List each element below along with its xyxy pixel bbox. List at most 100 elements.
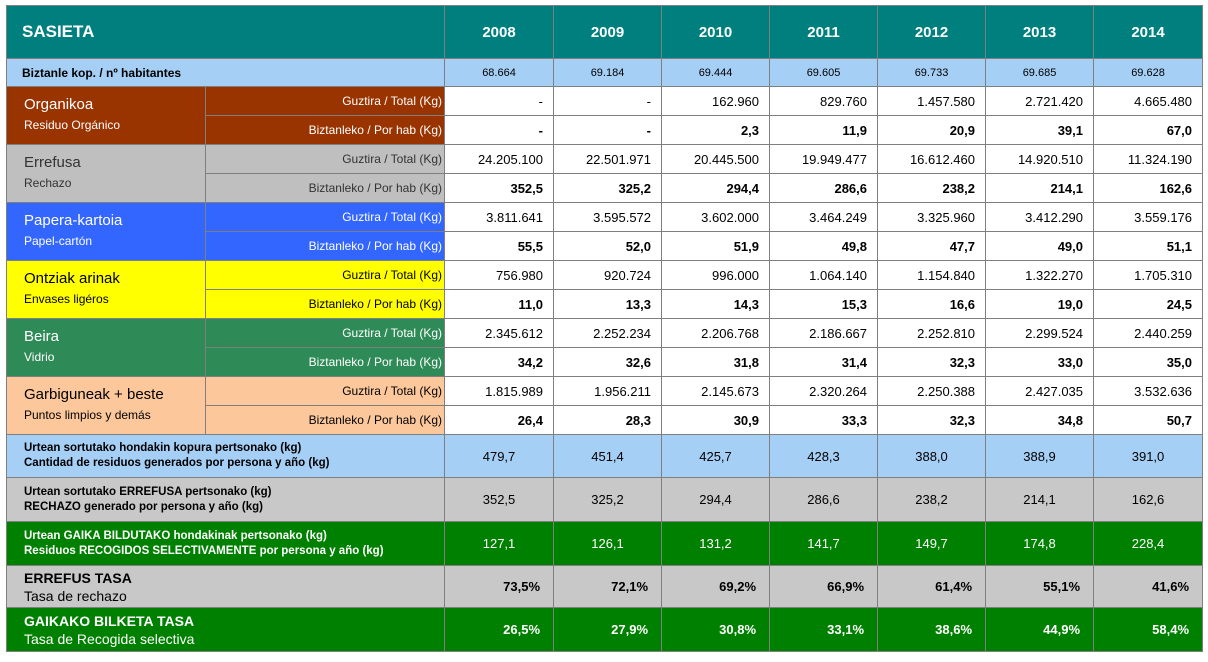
per-hab-label: Biztanleko / Por hab (Kg) — [204, 231, 446, 261]
category-name-es: Puntos limpios y demás — [24, 408, 151, 422]
population-value: 68.664 — [444, 58, 555, 87]
total-value: 2.250.388 — [877, 376, 987, 406]
papera-perhab-row: Biztanleko / Por hab (Kg) 55,5 52,0 51,9… — [7, 231, 1204, 261]
summary-label: Urtean GAIKA BILDUTAKO hondakinak pertso… — [5, 521, 446, 566]
population-value: 69.628 — [1093, 58, 1204, 87]
header-row: SASIETA 2008 2009 2010 2011 2012 2013 20… — [5, 5, 1204, 59]
population-row: Biztanle kop. / nº habitantes 68.664 69.… — [5, 58, 1204, 87]
summary-value: 238,2 — [877, 477, 987, 522]
summary-value: 286,6 — [769, 477, 879, 522]
summary-value: 131,2 — [661, 521, 771, 566]
year-header: 2010 — [661, 5, 771, 59]
per-hab-value: 15,3 — [769, 289, 879, 319]
summary-value: 325,2 — [553, 477, 663, 522]
total-label: Guztira / Total (Kg) — [204, 144, 446, 174]
category-beira: Beira Vidrio — [6, 318, 206, 377]
category-papera-kartoia: Papera-kartoia Papel-cartón — [6, 202, 206, 261]
per-hab-value: 31,8 — [661, 347, 771, 377]
rate-value: 33,1% — [769, 607, 879, 652]
rate-value: 26,5% — [444, 607, 555, 652]
total-value: 24.205.100 — [444, 144, 555, 174]
total-value: 3.412.290 — [985, 202, 1095, 232]
rate-value: 61,4% — [877, 565, 987, 608]
population-value: 69.605 — [769, 58, 879, 87]
population-label: Biztanle kop. / nº habitantes — [5, 58, 446, 87]
category-name: Ontziak arinak — [24, 270, 120, 287]
summary-value: 174,8 — [985, 521, 1095, 566]
summary-value: 228,4 — [1093, 521, 1204, 566]
rate-value: 55,1% — [985, 565, 1095, 608]
summary-label-es: Residuos RECOGIDOS SELECTIVAMENTE por pe… — [24, 544, 384, 557]
errefusa-total-row: Errefusa Rechazo Guztira / Total (Kg) 24… — [6, 144, 1204, 203]
total-value: 756.980 — [444, 260, 555, 290]
category-name-es: Rechazo — [24, 176, 72, 190]
category-name: Organikoa — [24, 96, 94, 113]
category-organikoa: Organikoa Residuo Orgánico — [6, 86, 206, 145]
total-value: 3.464.249 — [769, 202, 879, 232]
summary-label-es: RECHAZO generado por persona y año (kg) — [24, 500, 263, 513]
summary-value: 127,1 — [444, 521, 555, 566]
total-value: 3.602.000 — [661, 202, 771, 232]
category-name: Beira — [24, 328, 60, 345]
category-errefusa: Errefusa Rechazo — [6, 144, 206, 203]
papera-total-row: Papera-kartoia Papel-cartón Guztira / To… — [6, 202, 1204, 261]
category-name-es: Envases ligéros — [24, 292, 109, 306]
per-hab-value: 32,3 — [877, 347, 987, 377]
year-header: 2008 — [444, 5, 555, 59]
total-value: 2.320.264 — [769, 376, 879, 406]
per-hab-value: 51,1 — [1093, 231, 1204, 261]
total-value: 2.252.234 — [553, 318, 663, 348]
total-value: 829.760 — [769, 86, 879, 116]
year-header: 2009 — [553, 5, 663, 59]
summary-selective-row: Urtean GAIKA BILDUTAKO hondakinak pertso… — [5, 521, 1204, 566]
category-ontziak-arinak: Ontziak arinak Envases ligéros — [6, 260, 206, 319]
summary-label: Urtean sortutako hondakin kopura pertson… — [5, 434, 446, 478]
population-value: 69.733 — [877, 58, 987, 87]
total-value: 14.920.510 — [985, 144, 1095, 174]
per-hab-value: 238,2 — [877, 173, 987, 203]
summary-label-eu: Urtean GAIKA BILDUTAKO hondakinak pertso… — [24, 529, 327, 542]
per-hab-value: - — [444, 115, 555, 145]
per-hab-value: - — [553, 115, 663, 145]
population-value: 69.184 — [553, 58, 663, 87]
total-value: 1.956.211 — [553, 376, 663, 406]
per-hab-label: Biztanleko / Por hab (Kg) — [204, 347, 446, 377]
per-hab-value: 34,8 — [985, 405, 1095, 435]
total-value: 1.064.140 — [769, 260, 879, 290]
beira-total-row: Beira Vidrio Guztira / Total (Kg) 2.345.… — [6, 318, 1204, 377]
total-label: Guztira / Total (Kg) — [204, 376, 446, 406]
summary-label-eu: Urtean sortutako hondakin kopura pertson… — [24, 442, 302, 454]
per-hab-value: 11,0 — [444, 289, 555, 319]
rate-value: 38,6% — [877, 607, 987, 652]
per-hab-value: 50,7 — [1093, 405, 1204, 435]
total-label: Guztira / Total (Kg) — [204, 318, 446, 348]
population-value: 69.444 — [661, 58, 771, 87]
total-value: 11.324.190 — [1093, 144, 1204, 174]
summary-value: 214,1 — [985, 477, 1095, 522]
category-name-es: Residuo Orgánico — [24, 118, 121, 132]
summary-total-row: Urtean sortutako hondakin kopura pertson… — [5, 434, 1204, 478]
per-hab-value: 35,0 — [1093, 347, 1204, 377]
organikoa-total-row: Organikoa Residuo Orgánico Guztira / Tot… — [6, 86, 1204, 145]
summary-value: 451,4 — [553, 434, 663, 478]
per-hab-value: 34,2 — [444, 347, 555, 377]
per-hab-label: Biztanleko / Por hab (Kg) — [204, 405, 446, 435]
summary-value: 162,6 — [1093, 477, 1204, 522]
total-label: Guztira / Total (Kg) — [204, 260, 446, 290]
total-value: 2.345.612 — [444, 318, 555, 348]
total-value: 3.532.636 — [1093, 376, 1204, 406]
per-hab-label: Biztanleko / Por hab (Kg) — [204, 115, 446, 145]
total-value: - — [553, 86, 663, 116]
total-value: 920.724 — [553, 260, 663, 290]
rate-selective-row: GAIKAKO BILKETA TASA Tasa de Recogida se… — [5, 607, 1204, 652]
per-hab-value: 24,5 — [1093, 289, 1204, 319]
total-value: 162.960 — [661, 86, 771, 116]
summary-value: 479,7 — [444, 434, 555, 478]
rate-value: 72,1% — [553, 565, 663, 608]
per-hab-value: 162,6 — [1093, 173, 1204, 203]
per-hab-value: 11,9 — [769, 115, 879, 145]
category-name-es: Papel-cartón — [24, 234, 93, 248]
year-header: 2012 — [877, 5, 987, 59]
per-hab-value: 14,3 — [661, 289, 771, 319]
